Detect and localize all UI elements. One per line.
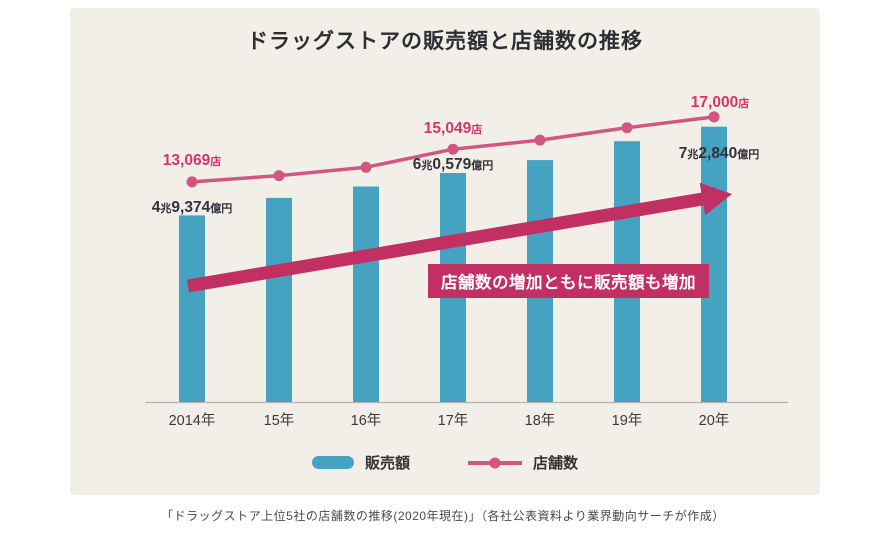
store-value-label-7: 17,000店 [691,94,749,111]
legend-item-sales: 販売額 [311,452,410,473]
store-count-dot-1 [186,176,198,188]
x-tick-label-7: 20年 [699,412,730,429]
sales-bar-1 [179,215,205,402]
legend-label-sales: 販売額 [364,455,410,472]
chart-panel: ドラッグストアの販売額と店舗数の推移 2014年 15年 16年 17年 18年 19年 2… [70,8,820,495]
x-tick-label-4: 17年 [438,412,469,429]
trend-arrow-head [699,182,732,216]
store-count-dot-3 [360,161,372,173]
sales-value-label-7: 7兆2,840億円 [679,145,759,162]
x-tick-label-1: 2014年 [169,412,216,429]
store-count-dot-4 [447,143,459,155]
x-tick-label-5: 18年 [525,412,556,429]
sales-value-label-1: 4兆9,374億円 [152,199,232,216]
x-tick-label-6: 19年 [612,412,643,429]
chart-title: ドラッグストアの販売額と店舗数の推移 [247,30,643,53]
store-value-label-1: 13,069店 [163,152,221,169]
store-count-dot-6 [621,122,633,134]
sales-value-label-4: 6兆0,579億円 [413,156,493,173]
store-count-dot-2 [273,170,285,182]
stores-line-swatch-icon [468,460,522,465]
sales-bar-swatch-icon [311,456,354,469]
trend-annotation: 店舗数の増加ともに販売額も増加 [428,264,709,298]
legend-label-stores: 店舗数 [533,455,579,472]
store-count-dot-5 [534,134,546,146]
x-tick-label-3: 16年 [351,412,382,429]
legend: 販売額 店舗数 [70,452,820,473]
chart-canvas: 2014年 15年 16年 17年 18年 19年 20年 4兆9,374億円 6兆0,579億… [145,94,788,429]
store-value-label-4: 15,049店 [424,120,482,137]
store-count-dot-7 [708,111,720,123]
source-caption: 「ドラッグストア上位5社の店舗数の推移(2020年現在)」（各社公表資料より業界… [161,509,725,523]
sales-bar-2 [266,197,292,402]
legend-item-stores: 店舗数 [468,452,578,473]
x-tick-label-2: 15年 [264,412,295,429]
trend-arrow-shaft [186,192,704,293]
sales-bar-3 [353,186,379,402]
